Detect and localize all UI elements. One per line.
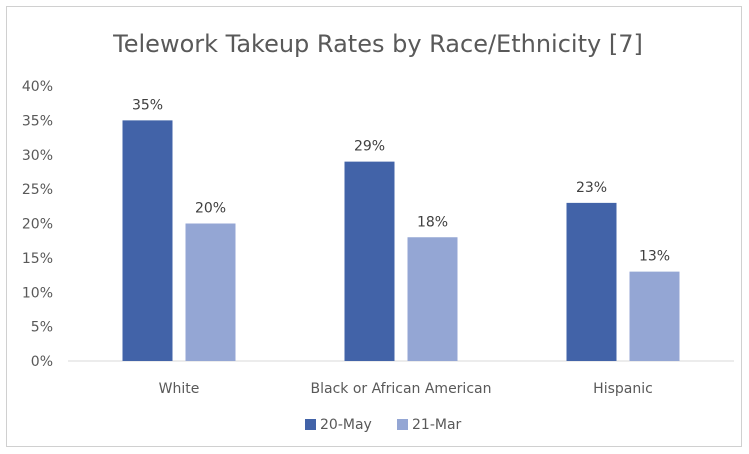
y-tick-label: 5% (31, 320, 53, 336)
category-label: Black or African American (311, 381, 492, 397)
y-tick-label: 35% (22, 113, 53, 129)
legend: 20-May 21-Mar (305, 417, 462, 433)
data-label: 18% (417, 214, 448, 230)
data-label: 20% (195, 201, 226, 217)
y-tick-label: 0% (31, 354, 53, 370)
bars-group (122, 120, 680, 361)
legend-swatch (397, 419, 408, 430)
chart-title: Telework Takeup Rates by Race/Ethnicity … (112, 30, 643, 58)
bar-21-mar-2 (629, 271, 680, 361)
legend-label: 21-Mar (412, 417, 462, 433)
data-label: 13% (639, 249, 670, 265)
y-tick-label: 20% (22, 217, 53, 233)
y-tick-label: 25% (22, 182, 53, 198)
bar-21-mar-0 (185, 223, 236, 361)
bar-20-may-1 (344, 161, 395, 361)
legend-label: 20-May (320, 417, 372, 433)
y-tick-label: 30% (22, 148, 53, 164)
bar-20-may-2 (566, 202, 617, 361)
bar-20-may-0 (122, 120, 173, 361)
data-label: 35% (132, 97, 163, 113)
y-tick-label: 40% (22, 79, 53, 95)
bar-21-mar-1 (407, 237, 458, 361)
category-labels: White Black or African American Hispanic (159, 381, 653, 397)
category-label: White (159, 381, 200, 397)
data-labels-group: 35% 20% 29% 18% 23% 13% (132, 97, 670, 264)
legend-swatch (305, 419, 316, 430)
y-tick-label: 15% (22, 251, 53, 267)
data-label: 23% (576, 180, 607, 196)
data-label: 29% (354, 139, 385, 155)
y-axis-ticks: 0% 5% 10% 15% 20% 25% 30% 35% 40% (22, 79, 53, 370)
y-tick-label: 10% (22, 285, 53, 301)
category-label: Hispanic (593, 381, 653, 397)
